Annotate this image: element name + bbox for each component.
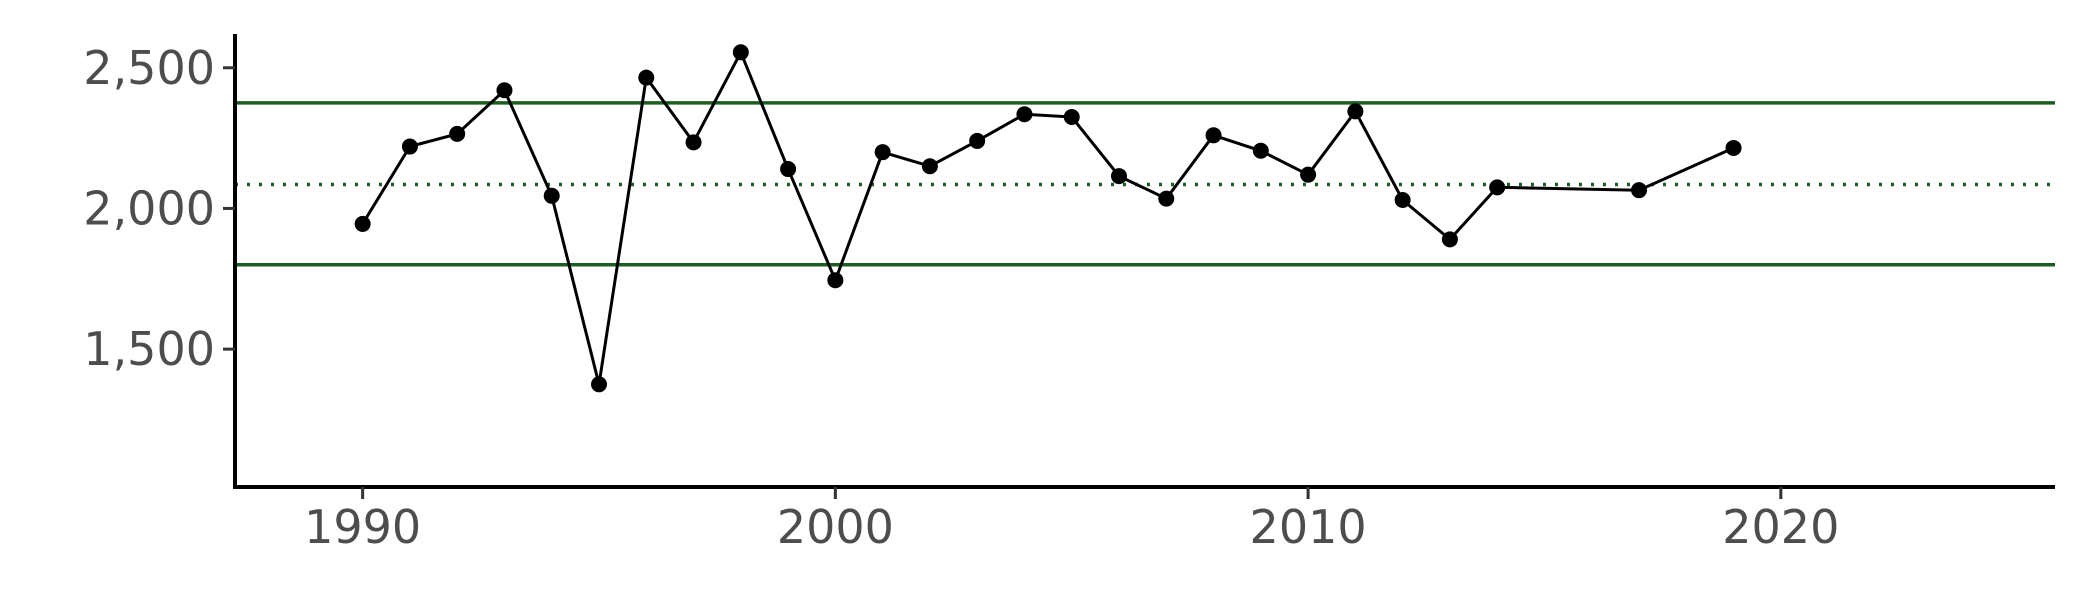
data-point (1063, 109, 1080, 126)
y-tick-label: 2,500 (83, 41, 215, 95)
axes (233, 34, 2055, 489)
x-tick-label: 2010 (1250, 500, 1367, 554)
data-point (1725, 139, 1742, 156)
data-point (449, 125, 466, 142)
data-point (1300, 166, 1317, 183)
y-tick-label: 1,500 (83, 322, 215, 376)
data-point (969, 132, 986, 149)
data-point (1489, 179, 1506, 196)
data-point (591, 376, 607, 393)
data-point (496, 82, 513, 99)
data-point (638, 69, 655, 86)
data-point (354, 215, 371, 232)
y-axis-ticks: 1,500 2,000 2,500 (83, 41, 235, 376)
data-point (401, 138, 418, 155)
data-point (780, 161, 797, 178)
data-point (1631, 182, 1647, 199)
x-tick-label: 2020 (1722, 500, 1839, 554)
data-point (1347, 103, 1364, 120)
y-tick-label: 2,000 (83, 181, 215, 235)
data-point (543, 187, 560, 204)
data-point (827, 272, 844, 289)
data-point (874, 144, 891, 161)
x-tick-label: 1990 (304, 500, 421, 554)
data-point (1394, 192, 1411, 209)
data-point (1252, 142, 1269, 159)
series-group (354, 44, 1742, 393)
data-point (921, 158, 938, 175)
data-point (732, 44, 749, 61)
data-point (685, 134, 702, 151)
data-point (1016, 106, 1033, 123)
x-axis-ticks: 1990 2000 2010 2020 (304, 487, 1839, 554)
data-point (1158, 190, 1175, 207)
reference-lines (235, 101, 2055, 267)
x-tick-label: 2000 (777, 500, 894, 554)
data-point (1205, 127, 1222, 144)
data-point (1441, 231, 1458, 248)
data-point (1111, 168, 1127, 185)
